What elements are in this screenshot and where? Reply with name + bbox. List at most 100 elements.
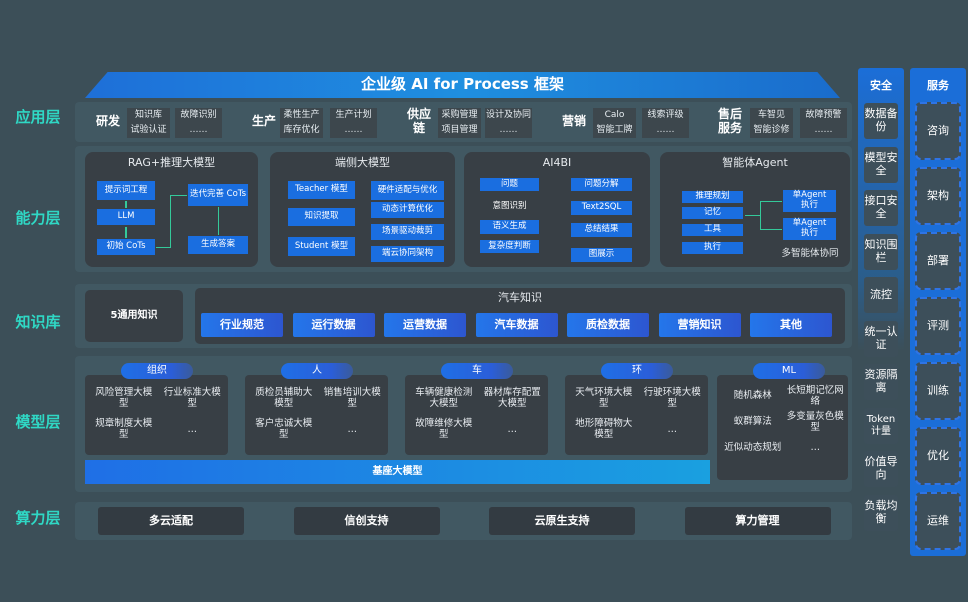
app-item[interactable]: 采购管理 [438,108,481,123]
knowledge-item[interactable]: 运营数据 [384,313,466,337]
security-item[interactable]: 负载均衡 [864,494,898,531]
app-item[interactable]: 试验认证 [127,123,170,138]
compute-item[interactable]: 信创支持 [293,507,440,535]
app-item[interactable]: …… [485,123,532,138]
model-group-pill[interactable]: 车 [441,363,513,379]
box: LLM [97,209,155,225]
security-item[interactable]: 知识围栏 [864,233,898,270]
model-item: 规章制度大模型 [95,418,153,440]
model-item: 行业标准大模型 [163,387,221,409]
app-item[interactable]: 车智见 [750,108,793,123]
security-item[interactable]: 接口安全 [864,190,898,226]
security-item[interactable]: 统一认证 [864,320,898,357]
model-item: … [347,423,358,435]
app-item[interactable]: …… [800,123,847,138]
arrow [760,201,782,202]
box: 场景驱动裁剪 [371,224,444,240]
model-item: 风险管理大模型 [95,387,153,409]
model-item: 近似动态规划 [724,442,782,454]
compute-item[interactable]: 算力管理 [684,507,831,535]
model-item: 行驶环境大模型 [643,387,701,409]
compute-item[interactable]: 多云适配 [98,507,244,535]
box: 工具 [682,224,743,236]
box: 记忆 [682,207,743,219]
arrow [760,201,761,229]
app-item[interactable]: Calo [593,108,636,123]
model-item: 质检员辅助大模型 [255,387,313,409]
service-item[interactable]: 训练 [915,362,961,420]
box: 动态计算优化 [371,202,444,218]
security-title: 安全 [870,78,892,92]
model-item: 客户忠诚大模型 [255,418,313,440]
box: 知识提取 [288,208,355,226]
box: 提示词工程 [97,181,155,200]
box: 单Agent 执行 [783,218,836,240]
general-knowledge: 5通用知识 [85,290,183,342]
model-item: 地形障碍物大模型 [575,418,633,440]
security-item[interactable]: 资源隔离 [864,364,898,400]
model-item: 天气环境大模型 [575,387,633,409]
model-item: … [187,423,198,435]
app-item[interactable]: …… [175,123,222,138]
layer-label-application: 应用层 [15,108,61,127]
app-group-label: 营销 [561,114,586,129]
model-group-panel [405,375,548,455]
app-item[interactable]: 知识库 [127,108,170,123]
app-group-label: 供应链 [406,107,431,135]
model-group-pill[interactable]: 组织 [121,363,193,379]
multi-agent-label: 多智能体协同 [781,247,839,259]
box: 硬件适配与优化 [371,181,444,200]
compute-item[interactable]: 云原生支持 [489,507,635,535]
arrow [218,207,219,235]
app-item[interactable]: 生产计划 [330,108,377,123]
model-item: … [507,423,518,435]
security-item[interactable]: 价值导向 [864,451,898,487]
service-item[interactable]: 架构 [915,167,961,225]
app-item[interactable]: 故障预警 [800,108,847,123]
model-group-pill[interactable]: ML [753,363,825,379]
box: 语义生成 [480,220,539,234]
app-item[interactable]: 智能诊修 [750,123,793,138]
box: 迭代完善 CoTs [188,184,248,206]
layer-label-capability: 能力层 [15,209,61,228]
app-item[interactable]: …… [642,123,689,138]
service-item[interactable]: 部署 [915,232,961,290]
box: Teacher 模型 [288,181,355,199]
knowledge-item[interactable]: 运行数据 [292,313,375,337]
app-item[interactable]: 柔性生产 [280,108,323,123]
security-item[interactable]: 流控 [864,277,898,313]
model-group-panel [717,375,848,480]
app-item[interactable]: 设计及协同 [485,108,532,123]
security-item[interactable]: 模型安全 [864,146,898,183]
model-item: 随机森林 [733,390,772,402]
service-item[interactable]: 评测 [915,297,961,355]
app-group-label: 售后服务 [717,107,742,135]
knowledge-item[interactable]: 营销知识 [658,313,741,337]
service-item[interactable]: 咨询 [915,102,961,160]
security-item[interactable]: 数据备份 [864,103,898,139]
arrow [156,247,170,248]
app-item[interactable]: 智能工牌 [593,123,636,138]
app-item[interactable]: …… [330,123,377,138]
service-item[interactable]: 优化 [915,427,961,485]
knowledge-item[interactable]: 汽车数据 [475,313,558,337]
box: 图展示 [571,248,632,262]
auto-knowledge-title: 汽车知识 [498,290,542,304]
model-item: 器材库存配置大模型 [483,387,541,409]
app-item[interactable]: 线索评级 [642,108,689,123]
arrow [125,201,127,208]
arrow [125,227,127,238]
model-group-pill[interactable]: 人 [281,363,353,379]
panel-title: 智能体Agent [722,155,788,169]
arrow [760,229,782,230]
knowledge-item[interactable]: 质检数据 [567,313,649,337]
security-item[interactable]: Token 计量 [864,407,898,444]
knowledge-item[interactable]: 行业规范 [201,313,283,337]
app-item[interactable]: 项目管理 [438,123,481,138]
service-item[interactable]: 运维 [915,492,961,550]
app-item[interactable]: 库存优化 [280,123,323,138]
app-item[interactable]: 故障识别 [175,108,222,123]
knowledge-item[interactable]: 其他 [750,313,832,337]
model-group-pill[interactable]: 环 [601,363,673,379]
box: 生成答案 [188,236,248,254]
